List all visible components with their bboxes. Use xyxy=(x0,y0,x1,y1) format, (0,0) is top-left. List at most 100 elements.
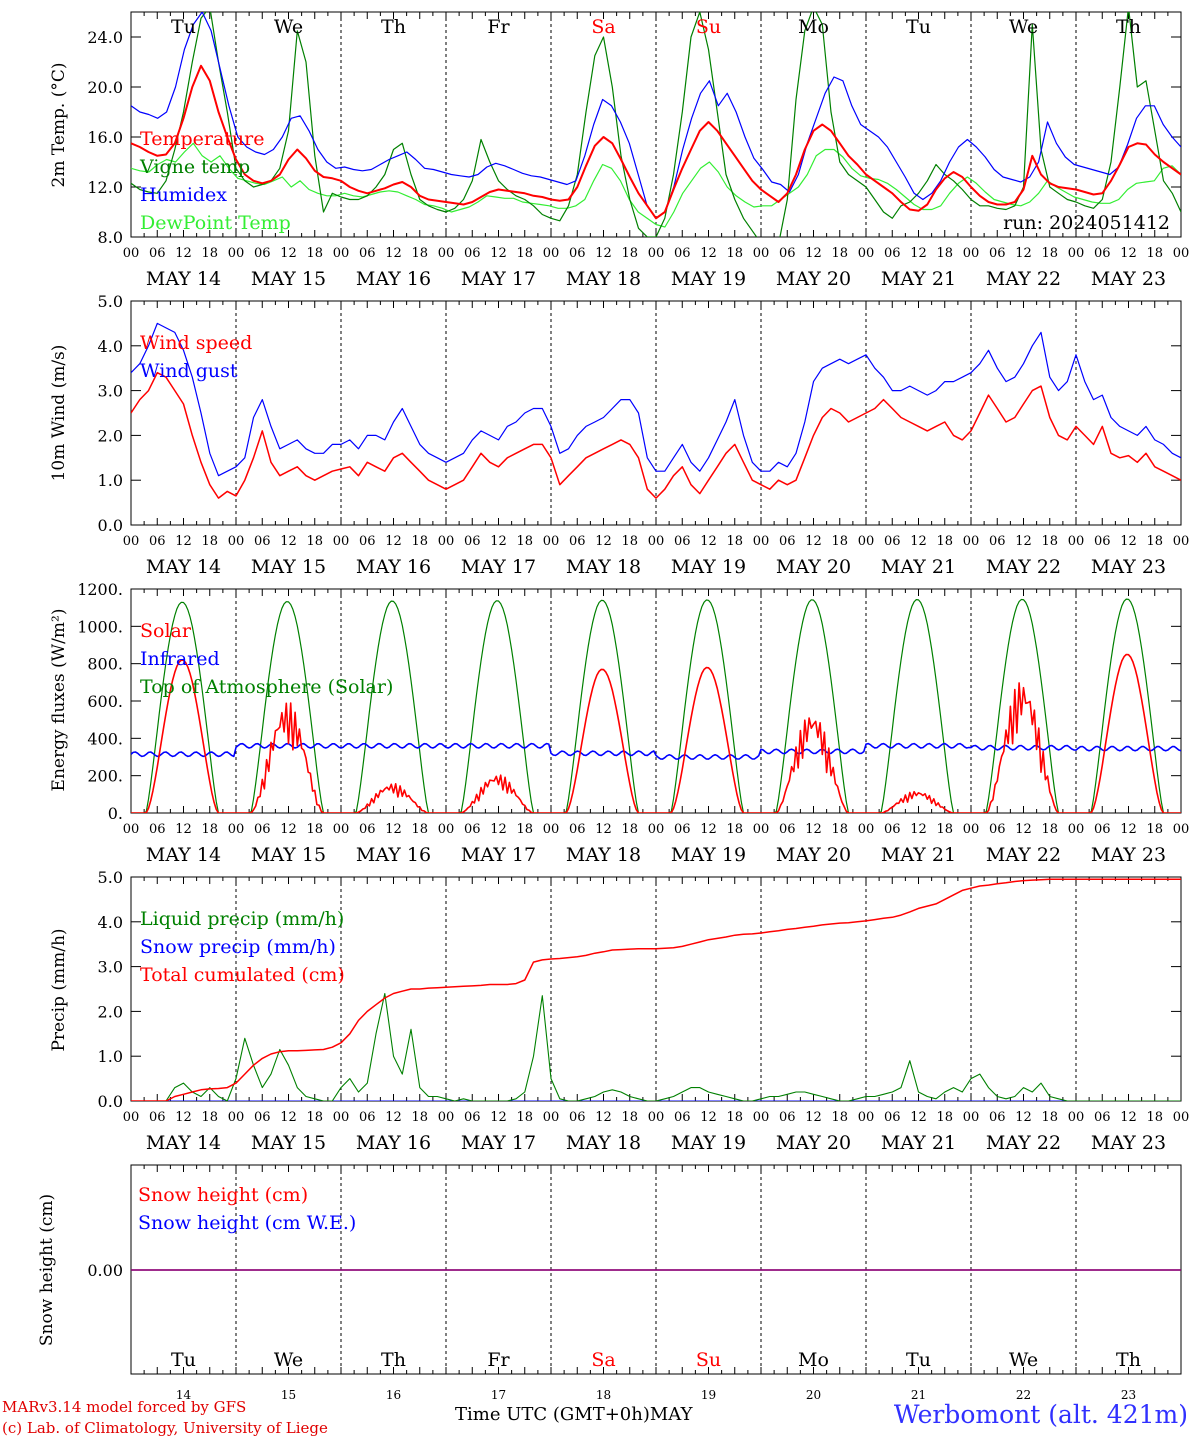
panel-1: 00 06 12 18 00 06 12 18 00 06 12 18 00 06 12 18 00 06 12 18… xyxy=(49,11,1190,290)
y-tick-label: 600. xyxy=(87,692,123,711)
date-label: MAY 21 xyxy=(881,844,956,866)
legend-entry-dewpoint-temp: DewPoint Temp xyxy=(140,212,291,234)
run-label: run: 2024051412 xyxy=(1003,212,1170,234)
y-axis-label: Energy fluxes (W/m²) xyxy=(49,609,69,792)
date-label: MAY 23 xyxy=(1091,268,1166,290)
date-label: MAY 20 xyxy=(776,556,851,578)
hour-tick-label: 00 xyxy=(333,534,350,549)
hour-tick-label: 18 xyxy=(516,1110,533,1125)
hour-tick-label: 12 xyxy=(1015,246,1032,261)
weekday-label: Mo xyxy=(798,16,829,38)
panel-2: 00 06 12 18 00 06 12 18 00 06 12 18 00 06 12 18 00 06 12 18… xyxy=(49,292,1189,578)
hour-tick-label: 12 xyxy=(490,1110,507,1125)
y-tick-label: 0. xyxy=(108,804,123,823)
hour-tick-label: 12 xyxy=(1015,822,1032,837)
hour-tick-label: 18 xyxy=(726,1110,743,1125)
hour-tick-label: 12 xyxy=(385,246,402,261)
legend-entry-wind-gust: Wind gust xyxy=(140,360,238,382)
hour-tick-label: 00 xyxy=(963,246,980,261)
hour-tick-label: 06 xyxy=(359,534,376,549)
hour-tick-label: 18 xyxy=(1041,534,1058,549)
day-number-label: 15 xyxy=(281,1388,296,1402)
precip-lines xyxy=(131,878,1181,1101)
weekday-label: Sa xyxy=(591,1349,615,1371)
day-number-label: 17 xyxy=(491,1388,506,1402)
series-line-vigne-temp xyxy=(131,12,1181,237)
hour-tick-label: 00 xyxy=(1173,246,1190,261)
hour-tick-label: 18 xyxy=(1146,534,1163,549)
weekday-label: Fr xyxy=(487,16,510,38)
hour-tick-label: 00 xyxy=(753,246,770,261)
hour-tick-label: 06 xyxy=(464,1110,481,1125)
date-label: MAY 20 xyxy=(776,844,851,866)
hour-tick-label: 06 xyxy=(884,534,901,549)
hour-tick-label: 00 xyxy=(753,1110,770,1125)
series-line-infrared xyxy=(131,742,1181,760)
date-label: MAY 15 xyxy=(251,556,326,578)
hour-tick-label: 00 xyxy=(648,822,665,837)
date-label: MAY 19 xyxy=(671,556,746,578)
date-label: MAY 14 xyxy=(146,1132,221,1154)
hour-tick-label: 18 xyxy=(1146,246,1163,261)
hour-tick-label: 06 xyxy=(884,246,901,261)
hour-tick-label: 06 xyxy=(464,822,481,837)
hour-tick-label: 00 xyxy=(1173,1110,1190,1125)
hour-tick-label: 00 xyxy=(963,1110,980,1125)
date-label: MAY 23 xyxy=(1091,1132,1166,1154)
date-label: MAY 18 xyxy=(566,556,641,578)
hour-tick-label: 12 xyxy=(490,822,507,837)
hour-tick-label: 18 xyxy=(411,1110,428,1125)
date-label: MAY 15 xyxy=(251,1132,326,1154)
hour-tick-label: 00 xyxy=(1068,246,1085,261)
y-tick-label: 3.0 xyxy=(98,382,123,401)
hour-tick-label: 06 xyxy=(779,534,796,549)
hour-tick-label: 12 xyxy=(910,822,927,837)
hour-tick-label: 00 xyxy=(123,534,140,549)
date-label: MAY 14 xyxy=(146,268,221,290)
hour-tick-label: 12 xyxy=(280,1110,297,1125)
hour-tick-label: 18 xyxy=(516,246,533,261)
legend-entry-temperature: Temperature xyxy=(140,128,264,150)
weekday-label: Th xyxy=(381,1349,406,1371)
hour-tick-label: 00 xyxy=(438,1110,455,1125)
hour-tick-label: 00 xyxy=(963,822,980,837)
date-label: MAY 18 xyxy=(566,268,641,290)
legend-entry-top-of-atmosphere-solar: Top of Atmosphere (Solar) xyxy=(140,676,393,698)
legend-entry-solar: Solar xyxy=(140,620,192,642)
date-label: MAY 22 xyxy=(986,268,1061,290)
date-label: MAY 14 xyxy=(146,556,221,578)
hour-tick-label: 06 xyxy=(674,822,691,837)
legend-entry-snow-height-cm: Snow height (cm) xyxy=(138,1184,308,1206)
series-line-liquid-precip xyxy=(131,992,1181,1101)
hour-tick-label: 06 xyxy=(779,822,796,837)
month-label: MAY xyxy=(649,1404,693,1425)
hour-tick-label: 00 xyxy=(753,822,770,837)
hour-tick-label: 00 xyxy=(228,822,245,837)
date-label: MAY 22 xyxy=(986,844,1061,866)
hour-tick-label: 12 xyxy=(700,246,717,261)
day-number-label: 21 xyxy=(911,1388,926,1402)
hour-tick-label: 00 xyxy=(1068,822,1085,837)
y-tick-label: 0.00 xyxy=(87,1261,123,1280)
hour-tick-label: 00 xyxy=(858,534,875,549)
hour-tick-label: 06 xyxy=(989,822,1006,837)
hour-tick-label: 12 xyxy=(280,822,297,837)
hour-tick-label: 12 xyxy=(805,246,822,261)
hour-tick-label: 06 xyxy=(464,534,481,549)
hour-tick-label: 18 xyxy=(1146,1110,1163,1125)
hour-tick-label: 12 xyxy=(385,822,402,837)
y-tick-label: 1200. xyxy=(77,580,123,599)
hour-tick-label: 00 xyxy=(543,1110,560,1125)
hour-tick-label: 12 xyxy=(910,534,927,549)
weekday-label: Fr xyxy=(487,1349,510,1371)
hour-tick-label: 12 xyxy=(490,246,507,261)
hour-tick-label: 00 xyxy=(333,246,350,261)
hour-tick-label: 18 xyxy=(516,534,533,549)
hour-tick-label: 12 xyxy=(1015,534,1032,549)
hour-tick-label: 00 xyxy=(753,534,770,549)
y-tick-label: 400. xyxy=(87,729,123,748)
series-line-solar xyxy=(131,653,1181,813)
y-tick-label: 4.0 xyxy=(98,913,123,932)
date-label: MAY 14 xyxy=(146,844,221,866)
hour-tick-label: 18 xyxy=(936,822,953,837)
